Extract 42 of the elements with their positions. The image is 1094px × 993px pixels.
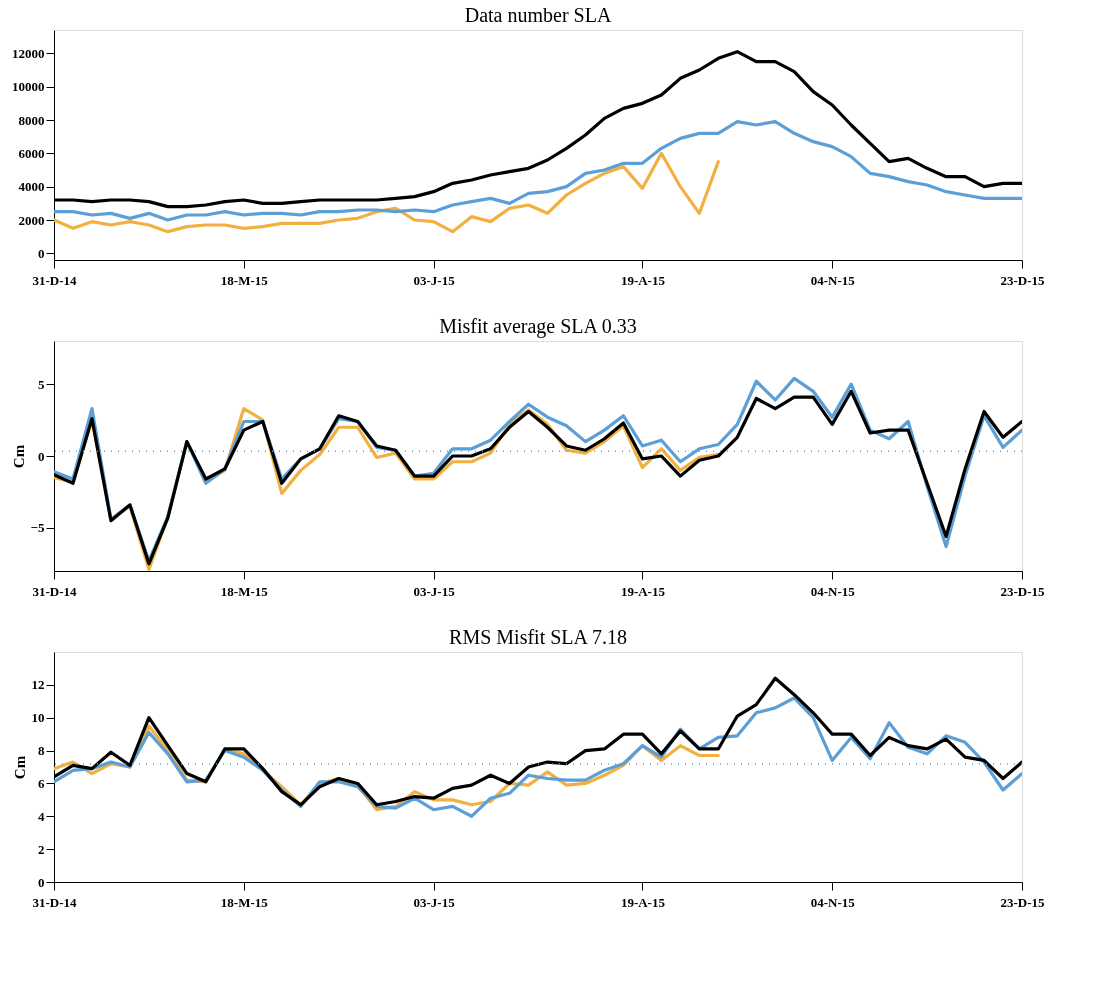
chart-title: Data number SLA [464,4,612,26]
y-tick-label: 2 [38,841,45,857]
y-tick-label: 8 [38,743,45,759]
x-tick-label: 18-M-15 [220,894,269,910]
x-tick-label: 19-A-15 [620,583,666,599]
x-tick-label: 03-J-15 [413,894,456,910]
x-tick-label: 31-D-14 [32,583,78,599]
chart-title: RMS Misfit SLA 7.18 [449,626,627,648]
x-tick-label: 18-M-15 [220,583,269,599]
x-tick-label: 19-A-15 [620,272,666,288]
y-tick-label: 4000 [18,179,45,195]
x-tick-label: 04-N-15 [810,583,856,599]
chart-title: Misfit average SLA 0.33 [439,315,637,338]
x-tick-label: 31-D-14 [32,894,78,910]
x-tick-label: 23-D-15 [1000,583,1046,599]
y-tick-label: 4 [38,808,45,824]
line-series [54,151,720,234]
x-tick-label: 03-J-15 [413,272,456,288]
y-tick-label: −5 [30,520,45,536]
x-tick-label: 23-D-15 [1000,272,1046,288]
line-series [54,120,1022,222]
y-tick-label: 0 [38,245,45,261]
y-tick-label: 8000 [18,112,45,128]
y-tick-label: 6 [38,775,45,791]
x-tick-label: 31-D-14 [32,272,78,288]
y-axis-title: Cm [11,755,28,780]
x-tick-label: 23-D-15 [1000,894,1046,910]
x-tick-label: 04-N-15 [810,272,856,288]
x-tick-label: 19-A-15 [620,894,666,910]
x-tick-label: 18-M-15 [220,272,269,288]
y-tick-label: 12000 [12,45,45,61]
y-tick-label: 6000 [18,145,45,161]
x-tick-label: 03-J-15 [413,583,456,599]
x-tick-label: 04-N-15 [810,894,856,910]
y-axis-title: Cm [10,444,27,469]
y-tick-label: 10000 [12,79,45,95]
y-tick-label: 5 [38,376,45,392]
y-tick-label: 0 [38,874,45,890]
y-tick-label: 2000 [18,212,45,228]
y-tick-label: 10 [31,710,45,726]
y-tick-label: 0 [38,448,45,464]
y-tick-label: 12 [31,677,45,693]
